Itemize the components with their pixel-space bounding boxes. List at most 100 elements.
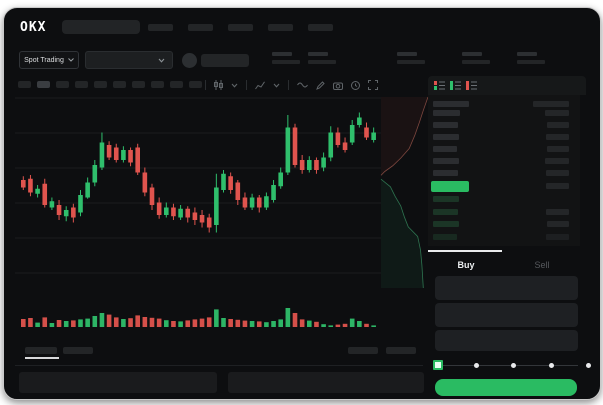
orderbook-asks-icon[interactable] xyxy=(466,80,477,91)
bottom-tab-placeholder[interactable] xyxy=(63,347,93,354)
stat-label-placeholder xyxy=(397,52,417,56)
bid-price-placeholder xyxy=(433,208,458,215)
ticker-stats xyxy=(272,52,552,66)
chevron-down-icon xyxy=(158,58,165,63)
indicator-wave-icon[interactable] xyxy=(297,81,308,89)
nav-item-placeholder[interactable] xyxy=(228,24,253,31)
timeframe-button[interactable] xyxy=(37,81,50,88)
ask-amount-placeholder xyxy=(546,183,569,189)
stat-value-placeholder xyxy=(462,60,490,64)
timeframe-button[interactable] xyxy=(132,81,145,88)
market-type-dropdown[interactable]: Spot Trading xyxy=(19,51,79,69)
nav-item-placeholder[interactable] xyxy=(268,24,293,31)
ask-amount-placeholder xyxy=(546,134,569,140)
orderbook-row[interactable] xyxy=(428,233,580,242)
candles-layer xyxy=(21,112,376,233)
top-nav xyxy=(148,24,333,31)
amount-slider[interactable] xyxy=(428,358,591,374)
orderbook-row[interactable] xyxy=(428,110,580,118)
timeframe-button[interactable] xyxy=(75,81,88,88)
orderbook-row[interactable] xyxy=(428,122,580,130)
tab-buy[interactable]: Buy xyxy=(457,260,475,270)
bottom-tab-placeholder[interactable] xyxy=(25,347,57,354)
slider-stop-dot[interactable] xyxy=(548,363,554,368)
ask-amount-placeholder xyxy=(545,110,569,116)
slider-stop-dot[interactable] xyxy=(473,363,479,368)
ask-price-placeholder xyxy=(433,122,458,128)
trade-panel: Buy Sell xyxy=(428,250,591,398)
search-input[interactable] xyxy=(62,20,140,34)
draw-pencil-icon[interactable] xyxy=(316,80,325,90)
slider-track[interactable] xyxy=(438,365,578,366)
ask-amount-placeholder xyxy=(547,122,569,128)
chevron-down-icon[interactable] xyxy=(231,83,238,88)
bottom-action-placeholder[interactable] xyxy=(348,347,378,354)
slider-stop-dot[interactable] xyxy=(511,363,516,368)
stat-group-placeholder xyxy=(308,52,338,66)
ask-price-placeholder xyxy=(433,110,460,116)
timeframe-button[interactable] xyxy=(18,81,31,88)
orderbook-bids-icon[interactable] xyxy=(450,80,461,91)
market-type-label: Spot Trading xyxy=(24,56,64,64)
timeframe-button[interactable] xyxy=(189,81,202,88)
bottom-action-placeholder[interactable] xyxy=(386,347,416,354)
timeframe-button[interactable] xyxy=(170,81,183,88)
ask-amount-placeholder xyxy=(546,170,569,176)
chevron-down-icon[interactable] xyxy=(273,83,280,88)
chart-style-icon[interactable] xyxy=(255,81,265,90)
nav-item-placeholder[interactable] xyxy=(308,24,333,31)
fullscreen-expand-icon[interactable] xyxy=(368,80,378,90)
timeframe-button[interactable] xyxy=(56,81,69,88)
orderbook-row[interactable] xyxy=(428,221,580,229)
orderbook-row[interactable] xyxy=(428,146,580,154)
ask-price-placeholder xyxy=(433,134,459,140)
orders-panel-placeholder xyxy=(19,372,217,393)
pair-selector-dropdown[interactable] xyxy=(85,51,173,69)
stat-value-placeholder xyxy=(272,60,300,64)
bid-amount-placeholder xyxy=(546,208,569,215)
orderbook-row[interactable] xyxy=(428,196,580,204)
buy-submit-button[interactable] xyxy=(435,379,577,396)
clock-icon[interactable] xyxy=(351,80,360,90)
stat-group-placeholder xyxy=(397,52,427,66)
stat-value-placeholder xyxy=(397,60,425,64)
last-price-row xyxy=(428,181,580,192)
buy-sell-tabs: Buy Sell xyxy=(428,252,580,270)
total-input-placeholder[interactable] xyxy=(435,330,578,351)
nav-item-placeholder[interactable] xyxy=(188,24,213,31)
divider xyxy=(15,365,423,366)
orderbook xyxy=(428,95,580,246)
depth-overlay xyxy=(380,96,429,289)
candle-type-icon[interactable] xyxy=(214,80,223,90)
timeframe-button[interactable] xyxy=(113,81,126,88)
stat-group-placeholder xyxy=(272,52,302,66)
orderbook-row[interactable] xyxy=(428,158,580,166)
orderbook-both-icon[interactable] xyxy=(434,80,445,91)
orderbook-row[interactable] xyxy=(428,208,580,217)
ask-price-placeholder xyxy=(433,158,459,164)
chevron-down-icon xyxy=(67,58,74,62)
gridlines xyxy=(15,97,381,274)
chart-tools xyxy=(205,79,378,91)
ask-amount-placeholder xyxy=(547,146,569,152)
pair-name-placeholder xyxy=(201,54,249,67)
stat-value-placeholder xyxy=(308,60,336,64)
timeframe-button[interactable] xyxy=(151,81,164,88)
camera-snapshot-icon[interactable] xyxy=(333,81,343,90)
stat-group-placeholder xyxy=(517,52,547,66)
stat-label-placeholder xyxy=(462,52,482,56)
stat-label-placeholder xyxy=(517,52,537,56)
amount-input-placeholder[interactable] xyxy=(435,303,578,327)
divider xyxy=(205,80,206,90)
price-input-placeholder[interactable] xyxy=(435,276,578,300)
orderbook-row[interactable] xyxy=(428,101,580,109)
slider-handle[interactable] xyxy=(433,360,443,370)
nav-item-placeholder[interactable] xyxy=(148,24,173,31)
tab-sell[interactable]: Sell xyxy=(534,260,550,270)
orderbook-row[interactable] xyxy=(428,170,580,178)
history-panel-placeholder xyxy=(228,372,424,393)
timeframe-button[interactable] xyxy=(94,81,107,88)
slider-stop-dot[interactable] xyxy=(586,363,591,368)
orderbook-row[interactable] xyxy=(428,134,580,142)
